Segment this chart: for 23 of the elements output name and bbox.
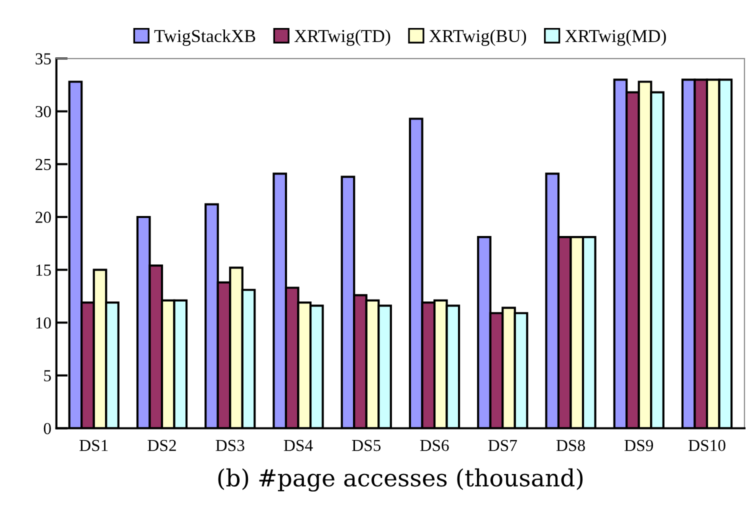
y-tick-label: 15 bbox=[36, 264, 51, 276]
y-tick-label: 0 bbox=[44, 422, 51, 434]
legend-label: XRTwig(BU) bbox=[429, 29, 526, 46]
x-tick-label: DS10 bbox=[688, 440, 726, 452]
y-tick-label: 10 bbox=[36, 317, 51, 329]
y-tick-label: 5 bbox=[44, 370, 51, 382]
x-tick-label: DS7 bbox=[488, 440, 517, 452]
x-tick-label: DS3 bbox=[216, 440, 244, 452]
x-axis-title: (b) #page accesses (thousand) bbox=[218, 468, 583, 492]
x-tick-label: DS2 bbox=[148, 440, 176, 452]
x-tick-label: DS1 bbox=[80, 440, 108, 452]
legend-label: XRTwig(TD) bbox=[294, 29, 390, 46]
x-tick-label: DS9 bbox=[624, 440, 654, 452]
x-tick-label: DS6 bbox=[420, 440, 449, 452]
legend-label: XRTwig(MD) bbox=[565, 29, 666, 46]
legend-label: TwigStackXB bbox=[154, 29, 256, 46]
y-tick-label: 25 bbox=[36, 158, 51, 170]
y-tick-label: 35 bbox=[36, 53, 51, 64]
y-tick-label: 20 bbox=[36, 212, 51, 223]
x-tick-label: DS8 bbox=[556, 440, 585, 452]
x-tick-label: DS5 bbox=[352, 440, 381, 452]
y-tick-label: 30 bbox=[36, 106, 51, 118]
x-tick-label: DS4 bbox=[284, 440, 313, 452]
